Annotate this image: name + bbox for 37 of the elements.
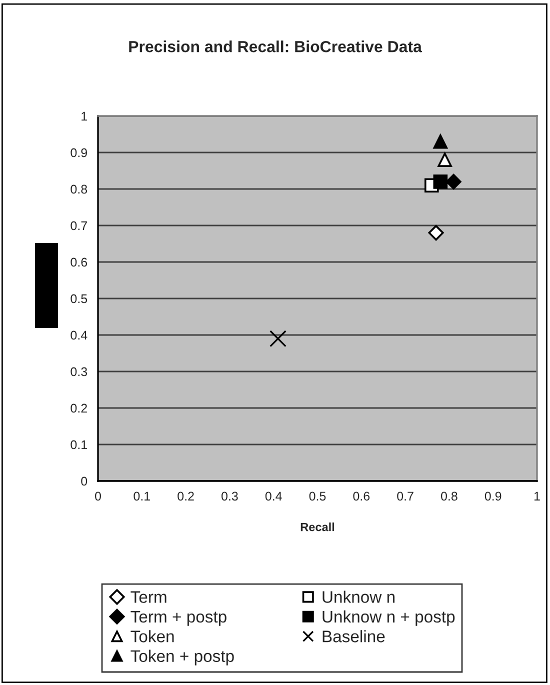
y-tick-label: 0.8: [70, 184, 88, 194]
chart-title: Precision and Recall: BioCreative Data: [129, 40, 422, 52]
x-tick-label: 0.3: [222, 492, 238, 501]
x-tick-label: 0.2: [178, 492, 194, 501]
y-tick-label: 0.6: [70, 258, 88, 267]
point: [433, 134, 448, 149]
x-tick-label: 0.4: [265, 492, 282, 501]
y-tick-label: 0: [81, 476, 88, 486]
y-tick-label: 0.2: [70, 404, 87, 413]
legend-label: Token + postp: [130, 650, 234, 666]
point: [270, 330, 286, 348]
x-tick-label: 0.6: [353, 492, 370, 501]
legend-label: Term + postp: [130, 611, 226, 626]
x-tick-label: 0.8: [441, 492, 458, 501]
x-axis-title: Recall: [300, 522, 334, 532]
point: [428, 225, 444, 241]
x-tick-label: 0.1: [134, 492, 150, 501]
point: [446, 174, 462, 190]
y-tick-label: 0.3: [70, 367, 88, 376]
legend-label: Baseline: [322, 630, 385, 642]
y-tick-label: 0.9: [70, 148, 87, 158]
point: [438, 152, 452, 167]
x-tick-label: 0: [95, 492, 101, 501]
x-tick-label: 0.5: [309, 492, 326, 501]
y-tick-label: 0.1: [70, 440, 87, 450]
y-tick-label: 0.4: [70, 330, 88, 340]
legend-label: Unknow n: [322, 590, 394, 603]
legend-label: Term: [130, 591, 166, 603]
x-tick-label: 1: [534, 492, 540, 500]
y-tick-label: 0.5: [70, 294, 88, 304]
legend-label: Token: [130, 630, 174, 642]
y-tick-label: 0.7: [70, 221, 87, 230]
y-tick-label: 1: [82, 112, 87, 121]
x-tick-label: 0.7: [397, 492, 414, 501]
point: [433, 174, 448, 189]
x-tick-label: 0.9: [484, 492, 502, 501]
legend-label: Unknow n + postp: [322, 610, 455, 626]
